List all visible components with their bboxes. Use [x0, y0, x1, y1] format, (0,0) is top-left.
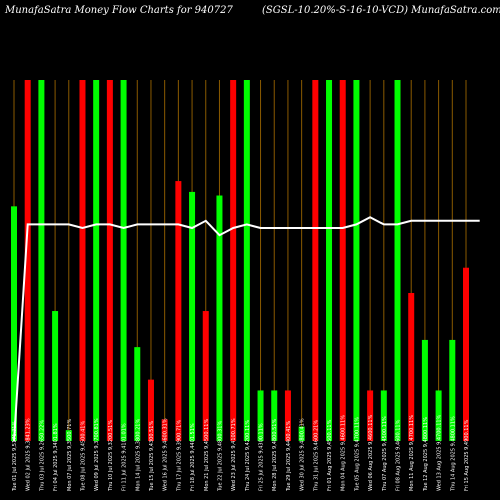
x-tick-label: Wed 06 Aug 2025 9,4600.11% [368, 414, 374, 491]
bar-2 [38, 80, 45, 441]
bar-19 [271, 390, 278, 441]
x-tick-label: Wed 02 Jul 2025 9,3841.23% [26, 418, 32, 491]
x-tick-label: Fri 25 Jul 2025 9,4300.11% [259, 423, 265, 491]
x-tick-label: Mon 21 Jul 2025 9,4500.11% [204, 419, 210, 491]
bar-16 [230, 80, 237, 441]
x-tick-label: Thu 31 Jul 2025 9,4600.21% [313, 420, 319, 492]
x-tick-label: Fri 08 Aug 2025 9,4600.11% [396, 419, 402, 491]
bar-12 [175, 181, 182, 441]
bar-24 [339, 80, 346, 441]
x-tick-label: Tue 01 Jul 2025 9,5171.31% [12, 421, 18, 492]
bar-27 [380, 390, 387, 441]
chart-bars [11, 80, 469, 441]
x-tick-label: Thu 10 Jul 2025 9,3200.51% [108, 420, 114, 492]
bar-9 [134, 347, 141, 441]
chart-title-right: (SGSL-10.20%-S-16-10-VCD) MunafaSatra.co… [262, 5, 500, 16]
x-tick-label: Mon 07 Jul 2025 9,3500.71% [67, 419, 73, 491]
bar-30 [421, 339, 428, 441]
bar-31 [435, 390, 442, 441]
bar-23 [326, 80, 333, 441]
bar-7 [106, 80, 113, 441]
x-tick-label: Thu 14 Aug 2025 9,4800.11% [450, 416, 456, 492]
x-tick-label: Fri 11 Jul 2025 9,4101.01% [122, 423, 128, 491]
bar-26 [367, 390, 374, 441]
bar-17 [243, 80, 250, 441]
x-tick-label: Thu 17 Jul 2025 9,3900.71% [176, 420, 182, 492]
x-tick-label: Tue 22 Jul 2025 9,4800.31% [217, 421, 223, 492]
x-tick-label: Wed 13 Aug 2025 9,4700.11% [437, 414, 443, 491]
bar-14 [202, 311, 209, 441]
price-line [13, 216, 480, 442]
bar-25 [353, 80, 360, 441]
x-tick-label: Wed 23 Jul 2025 9,4100.71% [231, 418, 237, 491]
bar-10 [147, 379, 154, 441]
x-tick-label: Tue 05 Aug 2025 9,4700.11% [354, 417, 360, 492]
bar-6 [93, 80, 100, 441]
bar-21 [298, 426, 305, 441]
bar-1 [24, 80, 31, 441]
bar-18 [257, 390, 264, 441]
chart-title-left: MunafaSatra Money Flow Charts for 940727 [4, 5, 233, 16]
chart-x-tick-labels: Tue 01 Jul 2025 9,5171.31% Wed 02 Jul 202… [12, 414, 470, 492]
x-tick-label: Tue 29 Jul 2025 9,4400.41% [286, 421, 292, 492]
bar-3 [52, 311, 59, 441]
x-tick-label: Mon 04 Aug 2025 9,4600.11% [341, 415, 347, 491]
x-tick-label: Mon 14 Jul 2025 9,3800.21% [135, 419, 141, 491]
bar-15 [216, 195, 223, 441]
x-tick-label: Wed 30 Jul 2025 9,4800.41% [300, 418, 306, 491]
x-tick-label: Tue 12 Aug 2025 9,4800.11% [423, 417, 429, 492]
bar-13 [189, 191, 196, 441]
bar-32 [449, 339, 456, 441]
bar-0 [11, 206, 17, 441]
bar-5 [79, 80, 86, 441]
x-tick-label: Wed 16 Jul 2025 9,4600.31% [163, 418, 169, 491]
bar-20 [284, 390, 291, 441]
x-tick-label: Thu 24 Jul 2025 9,4200.11% [245, 420, 251, 492]
x-tick-label: Fri 04 Jul 2025 9,3401.81% [53, 423, 59, 491]
x-tick-label: Thu 03 Jul 2025 9,2650.22% [39, 420, 45, 492]
bar-28 [394, 80, 401, 441]
bar-8 [120, 80, 127, 441]
bar-22 [312, 80, 319, 441]
bar-29 [408, 292, 415, 441]
x-tick-label: Thu 07 Aug 2025 9,4500.11% [382, 416, 388, 492]
x-tick-label: Mon 28 Jul 2025 9,4800.51% [272, 419, 278, 491]
x-tick-label: Fri 18 Jul 2025 9,4401.51% [190, 423, 196, 491]
bar-11 [161, 419, 168, 441]
x-tick-label: Tue 15 Jul 2025 9,4300.51% [149, 421, 155, 492]
x-tick-label: Fri 15 Aug 2025 9,4900.11% [464, 419, 470, 491]
x-tick-label: Tue 08 Jul 2025 9,4500.41% [80, 421, 86, 492]
x-tick-label: Fri 01 Aug 2025 9,4500.11% [327, 419, 333, 491]
bar-4 [65, 430, 72, 441]
x-tick-label: Mon 11 Aug 2025 9,4700.11% [409, 415, 415, 491]
x-tick-label: Wed 09 Jul 2025 9,3700.81% [94, 418, 100, 491]
bar-33 [463, 267, 469, 441]
